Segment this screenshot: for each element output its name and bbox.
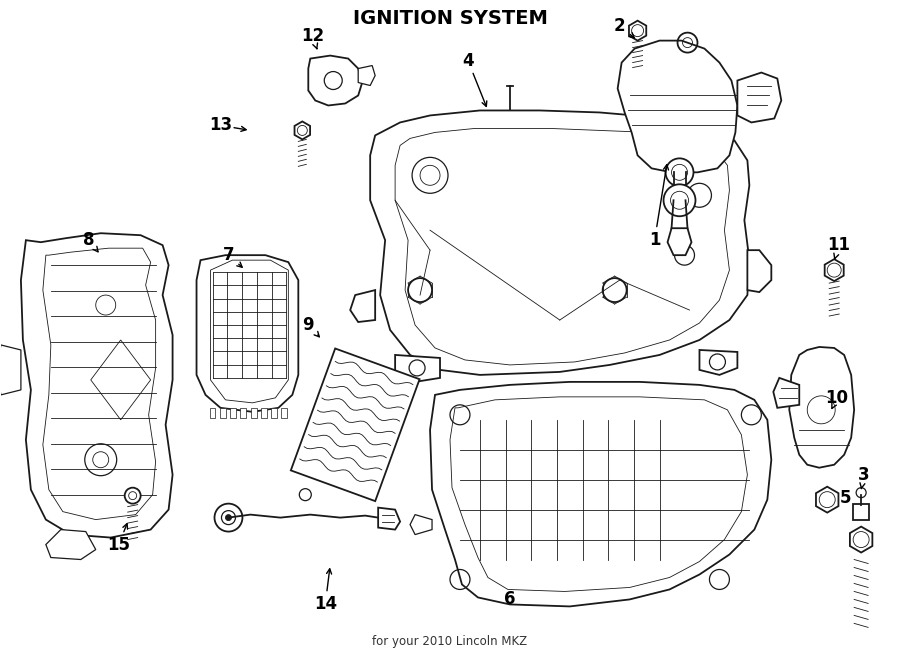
Polygon shape xyxy=(850,527,872,553)
Polygon shape xyxy=(240,408,247,418)
Polygon shape xyxy=(291,348,419,501)
Text: 2: 2 xyxy=(614,17,626,34)
Polygon shape xyxy=(378,508,400,529)
Text: 5: 5 xyxy=(840,488,850,506)
Circle shape xyxy=(663,184,696,216)
Polygon shape xyxy=(282,408,287,418)
Text: 7: 7 xyxy=(222,246,234,264)
Polygon shape xyxy=(271,408,277,418)
Polygon shape xyxy=(261,408,266,418)
Text: 13: 13 xyxy=(209,116,232,134)
Text: IGNITION SYSTEM: IGNITION SYSTEM xyxy=(353,9,547,28)
Polygon shape xyxy=(747,250,771,292)
Circle shape xyxy=(125,488,140,504)
Text: 14: 14 xyxy=(314,596,337,613)
Text: for your 2010 Lincoln MKZ: for your 2010 Lincoln MKZ xyxy=(373,635,527,648)
Text: 12: 12 xyxy=(301,26,324,45)
Polygon shape xyxy=(250,408,256,418)
Polygon shape xyxy=(430,382,771,606)
Polygon shape xyxy=(737,73,781,122)
Polygon shape xyxy=(358,65,375,85)
Text: 11: 11 xyxy=(828,236,850,254)
Text: 9: 9 xyxy=(302,316,314,334)
Polygon shape xyxy=(410,515,432,535)
Polygon shape xyxy=(220,408,226,418)
Polygon shape xyxy=(699,350,737,375)
Polygon shape xyxy=(0,345,21,395)
Polygon shape xyxy=(617,40,737,173)
Polygon shape xyxy=(370,110,750,375)
Polygon shape xyxy=(773,378,799,408)
Polygon shape xyxy=(789,347,854,468)
Text: 8: 8 xyxy=(83,231,94,249)
Text: 10: 10 xyxy=(825,389,849,407)
Text: 6: 6 xyxy=(504,590,516,608)
Text: 3: 3 xyxy=(859,466,870,484)
Polygon shape xyxy=(350,290,375,322)
Text: 4: 4 xyxy=(462,52,473,69)
Polygon shape xyxy=(46,529,95,559)
Circle shape xyxy=(665,159,694,186)
Polygon shape xyxy=(629,20,646,40)
Polygon shape xyxy=(816,486,839,513)
Polygon shape xyxy=(668,228,691,255)
Circle shape xyxy=(214,504,242,531)
Polygon shape xyxy=(210,408,215,418)
Polygon shape xyxy=(21,233,173,537)
Text: 1: 1 xyxy=(649,231,661,249)
Polygon shape xyxy=(395,355,440,382)
Polygon shape xyxy=(294,122,310,139)
Bar xyxy=(853,504,869,520)
Text: 15: 15 xyxy=(107,535,130,553)
Polygon shape xyxy=(230,408,236,418)
Polygon shape xyxy=(824,259,843,281)
Polygon shape xyxy=(196,255,298,412)
Polygon shape xyxy=(309,56,362,106)
Circle shape xyxy=(226,515,231,521)
